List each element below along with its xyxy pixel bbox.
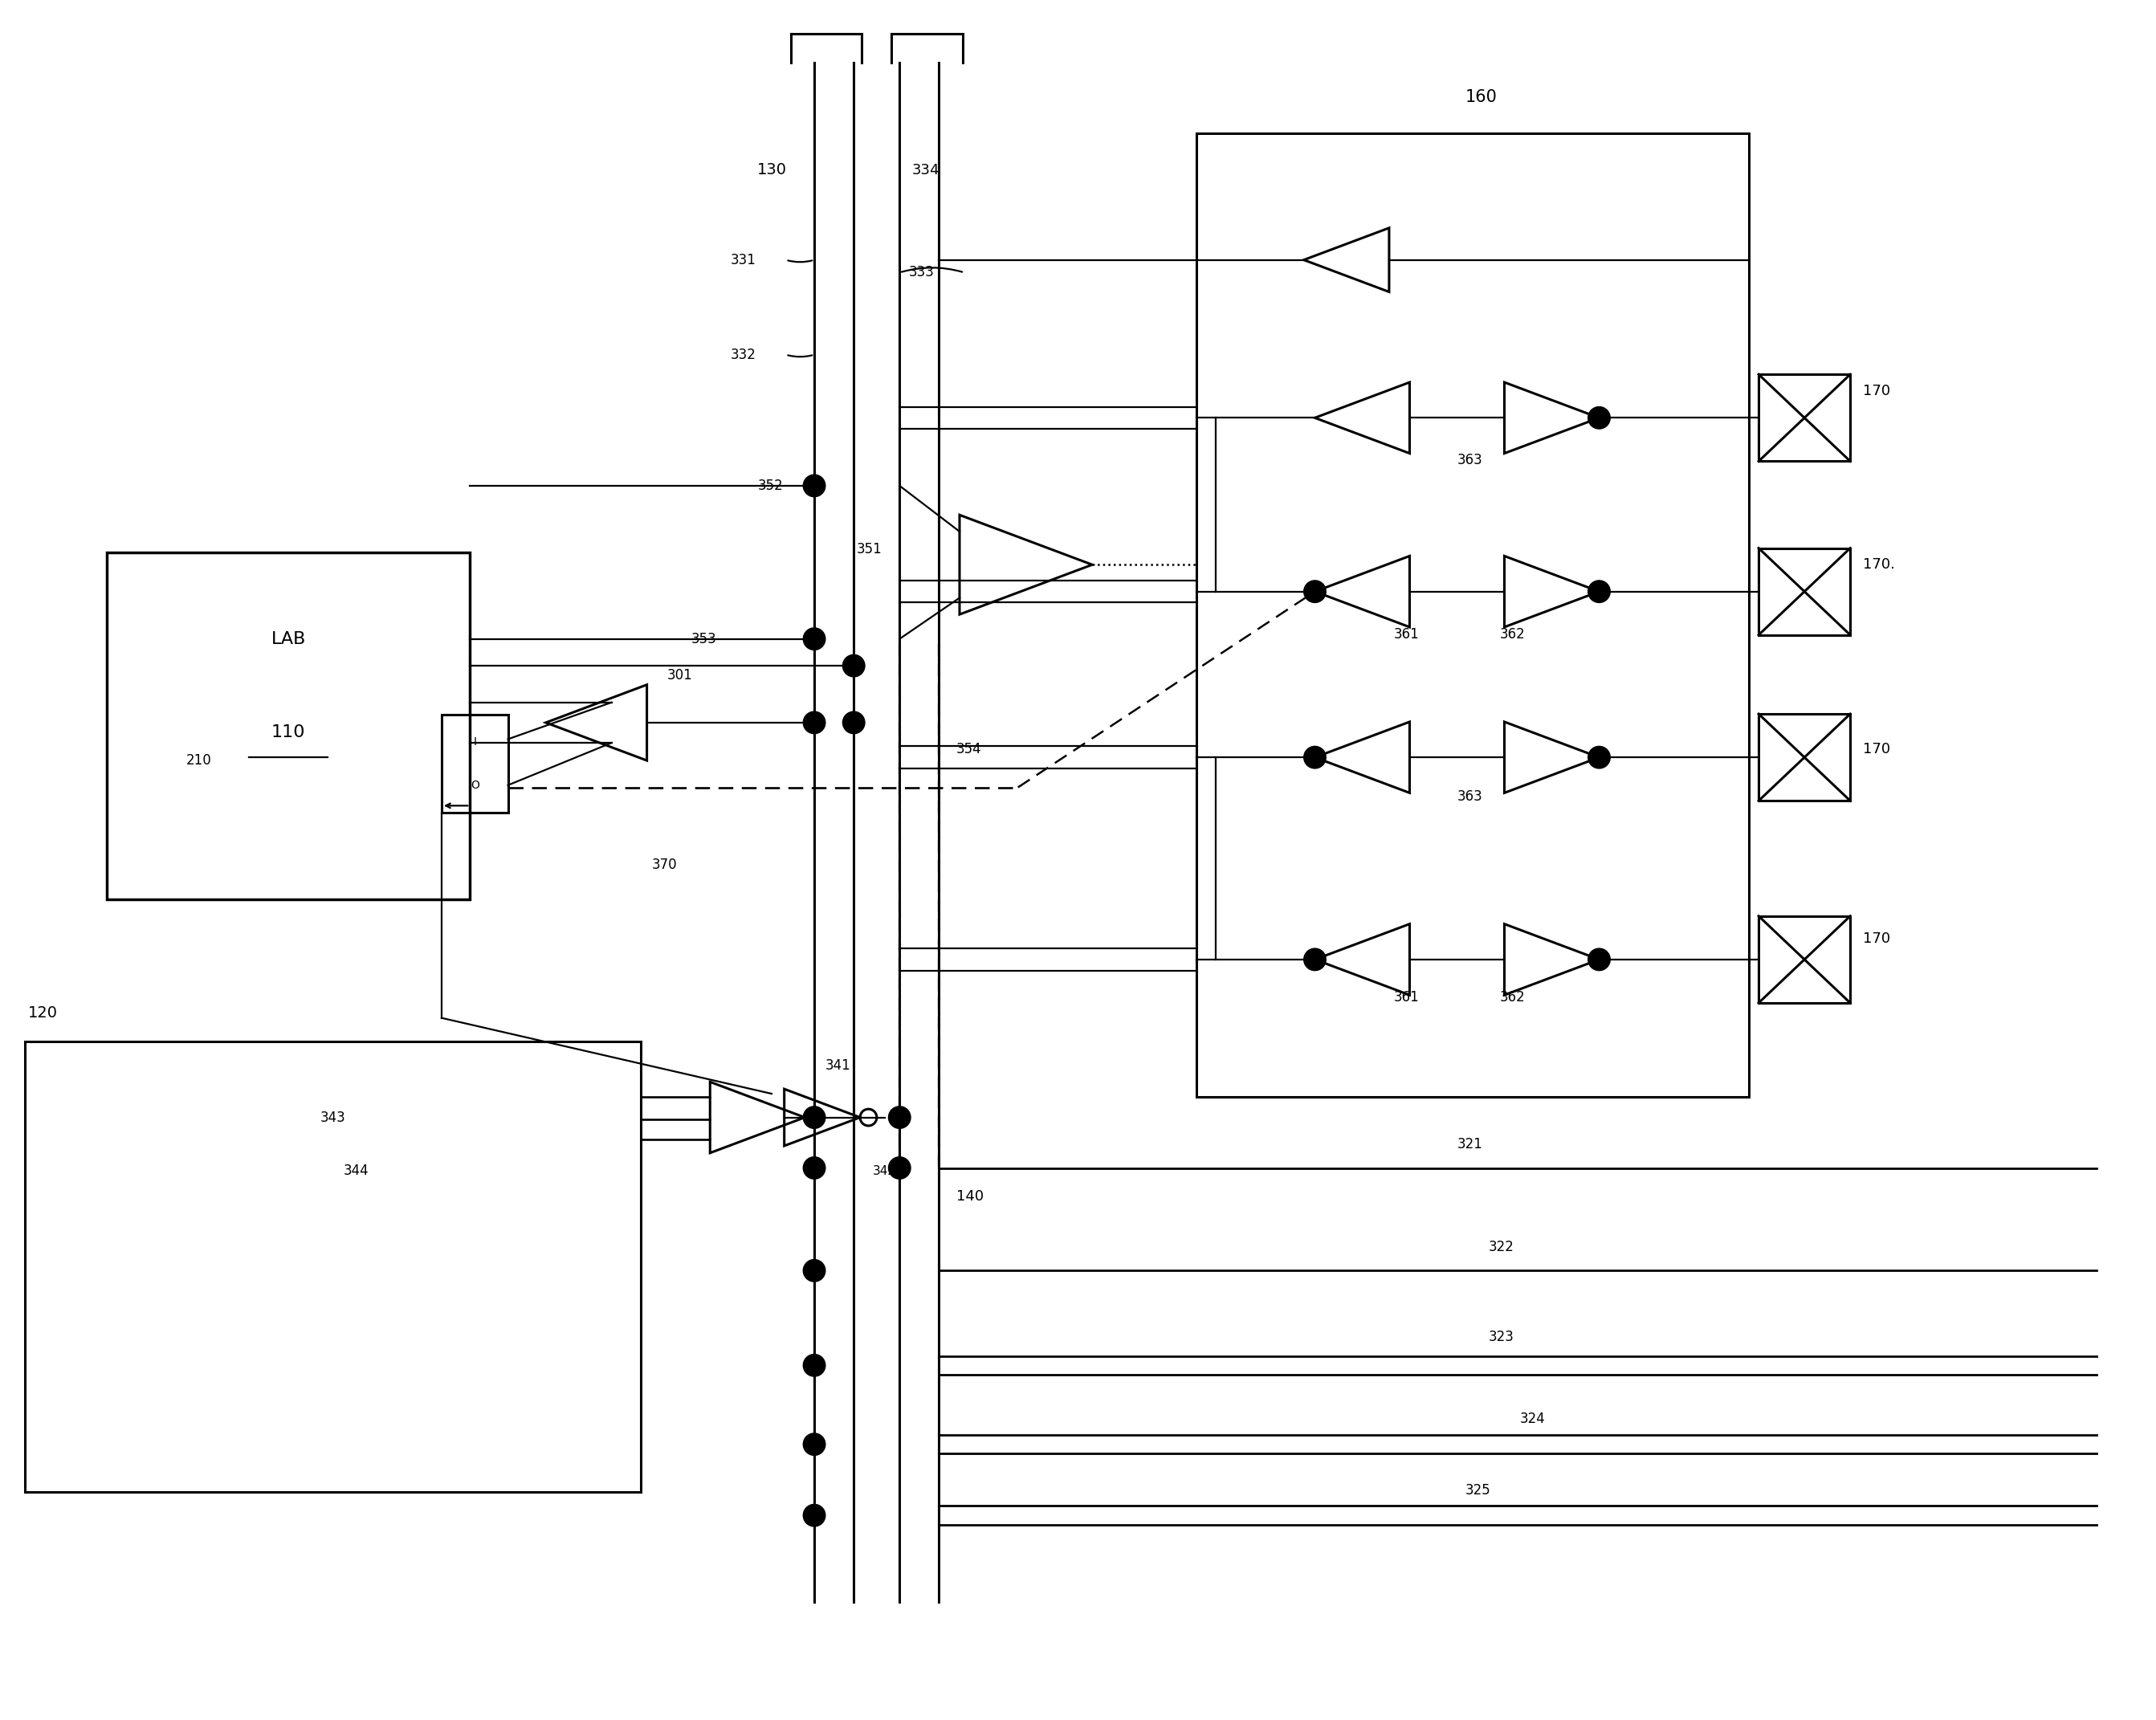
Circle shape [1589,406,1611,428]
Text: 342a: 342a [873,1164,903,1176]
Text: 363: 363 [1457,454,1483,468]
Circle shape [888,1106,910,1128]
Text: 120: 120 [28,1006,58,1020]
Text: 362: 362 [1501,628,1524,642]
Text: 140: 140 [957,1189,983,1204]
Bar [1759,917,1850,1003]
Bar [108,552,470,900]
Text: 170: 170 [1863,743,1891,757]
Text: 323: 323 [1488,1330,1514,1343]
Text: 325: 325 [1464,1483,1490,1498]
Bar [1759,375,1850,461]
Text: 353: 353 [692,631,716,647]
Text: 322: 322 [1488,1240,1514,1254]
Text: 332: 332 [731,347,757,361]
Text: LAB: LAB [272,631,306,647]
Text: 170.: 170. [1863,557,1895,573]
Bar [1759,549,1850,635]
Text: 210: 210 [185,753,211,767]
Circle shape [804,1259,826,1281]
Bar [1759,714,1850,802]
Circle shape [1304,580,1326,602]
Text: I: I [472,736,476,748]
Circle shape [804,1158,826,1178]
Text: 130: 130 [757,162,787,177]
Circle shape [1589,580,1611,602]
Circle shape [843,712,865,734]
Text: 324: 324 [1520,1412,1546,1426]
Text: 362: 362 [1501,991,1524,1004]
Text: 333: 333 [910,265,934,280]
Text: 341: 341 [826,1058,852,1073]
Text: 352: 352 [757,478,783,494]
Text: 170: 170 [1863,932,1891,946]
Circle shape [804,475,826,497]
Text: 344: 344 [343,1164,369,1178]
Text: 361: 361 [1393,991,1419,1004]
Circle shape [843,655,865,676]
Circle shape [804,1354,826,1376]
Text: 110: 110 [272,724,306,741]
Text: O: O [470,779,479,791]
Text: 170: 170 [1863,384,1891,399]
Bar [442,716,509,812]
Circle shape [804,1106,826,1128]
Text: 363: 363 [1457,789,1483,803]
Text: 301: 301 [668,667,692,683]
Text: 354: 354 [957,743,981,757]
Circle shape [804,628,826,650]
Circle shape [804,1505,826,1526]
Bar [1197,134,1749,1097]
Circle shape [1589,948,1611,970]
Circle shape [1304,746,1326,769]
Text: 331: 331 [731,253,757,267]
Circle shape [1589,746,1611,769]
Text: 370: 370 [651,858,677,872]
Bar [24,1042,640,1491]
Text: 343: 343 [319,1109,345,1125]
Text: 361: 361 [1393,628,1419,642]
Circle shape [804,1433,826,1455]
Text: 351: 351 [856,542,882,556]
Circle shape [804,712,826,734]
Circle shape [1304,948,1326,970]
Circle shape [888,1158,910,1178]
Text: 160: 160 [1464,89,1496,105]
Text: 334: 334 [912,163,940,177]
Text: 321: 321 [1457,1137,1483,1151]
